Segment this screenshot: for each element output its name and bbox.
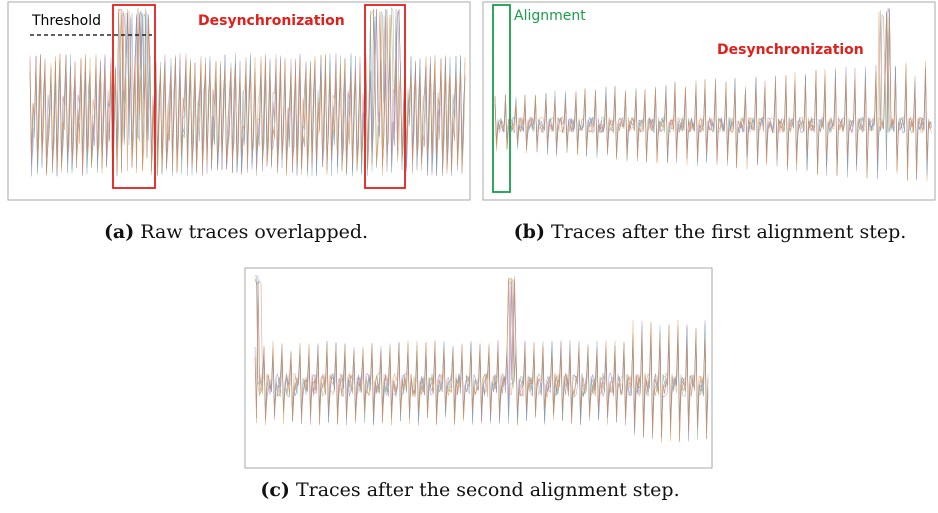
- trace: [494, 11, 932, 182]
- desync-box: [112, 4, 156, 189]
- desync-box: [364, 4, 406, 189]
- annotation: Desynchronization: [717, 42, 864, 58]
- caption: (b) Traces after the first alignment ste…: [514, 221, 907, 243]
- annotation: Alignment: [514, 8, 586, 24]
- caption-text: Raw traces overlapped.: [140, 221, 368, 243]
- traces: [29, 6, 932, 444]
- caption-text: Traces after the second alignment step.: [296, 479, 680, 501]
- annotation: Desynchronization: [198, 13, 345, 29]
- alignment-box: [492, 4, 511, 193]
- trace: [254, 276, 709, 441]
- caption: (c) Traces after the second alignment st…: [260, 479, 679, 501]
- caption-label: (b): [514, 221, 545, 243]
- panel-c-frame: [244, 267, 713, 469]
- panel-b-frame: [482, 1, 936, 201]
- annotation: Threshold: [31, 13, 101, 29]
- caption: (a) Raw traces overlapped.: [104, 221, 368, 243]
- caption-label: (a): [104, 221, 134, 243]
- caption-text: Traces after the first alignment step.: [551, 221, 906, 243]
- trace: [29, 8, 466, 177]
- caption-label: (c): [260, 479, 290, 501]
- trace: [29, 8, 466, 177]
